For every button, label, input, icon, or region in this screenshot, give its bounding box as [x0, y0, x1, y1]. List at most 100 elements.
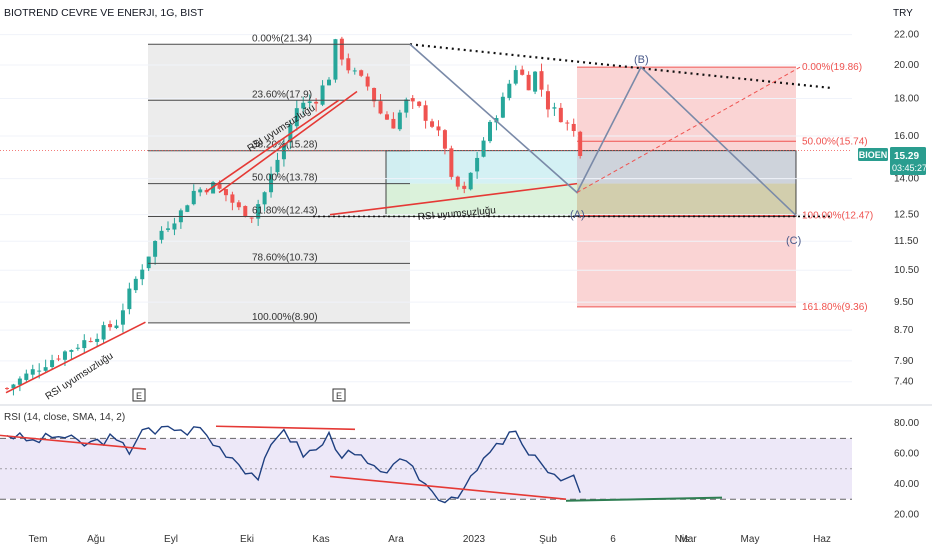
rsi-line: [6, 425, 581, 504]
candle-body: [11, 384, 16, 389]
candle-body: [88, 341, 93, 343]
wave-label-b: (B): [634, 54, 649, 66]
candle-body: [62, 351, 67, 360]
candle-body: [256, 204, 261, 219]
candle-body: [30, 369, 35, 375]
candle-body: [442, 130, 447, 149]
fib-extension-label: 100.00%(12.47): [802, 210, 873, 221]
candle-body: [359, 70, 364, 76]
candle-body: [397, 112, 402, 130]
candle-body: [430, 121, 435, 127]
fib-extension-label: 161.80%(9.36): [802, 302, 868, 313]
price-axis-tick: 10.50: [894, 265, 919, 276]
gridlines: [0, 34, 852, 383]
rsi-divergence-4: [565, 496, 723, 502]
candle-body: [507, 83, 512, 98]
extension-diagonal: [576, 66, 801, 193]
candle-body: [24, 373, 29, 380]
time-axis-tick: Kas: [312, 534, 329, 545]
candle-body: [301, 102, 306, 109]
drawing-overlays: 0.00%(21.34)23.60%(17.9)38.20%(15.28)50.…: [0, 33, 873, 403]
time-axis-tick: Ara: [388, 534, 404, 545]
price-axis-tick: 7.90: [894, 356, 914, 367]
candle-body: [449, 148, 454, 177]
candle-body: [565, 122, 570, 124]
candle-body: [526, 74, 531, 91]
candle-body: [339, 38, 344, 60]
candle-body: [475, 157, 480, 172]
time-axis-tick: 2023: [463, 534, 486, 545]
candle-body: [533, 71, 538, 92]
price-axis-tick: 9.50: [894, 297, 914, 308]
rsi-axis-tick: 80.00: [894, 418, 919, 429]
candle-body: [571, 123, 576, 132]
time-axis-tick: Eyl: [164, 534, 178, 545]
candle-body: [269, 173, 274, 193]
candle-body: [417, 101, 422, 106]
price-axis-tick: 11.50: [894, 236, 919, 247]
candle-body: [120, 310, 125, 325]
candle-body: [320, 85, 325, 105]
event-marker-label: E: [336, 391, 342, 401]
symbol-badge-bg: [858, 148, 888, 161]
candle-body: [500, 96, 505, 118]
time-axis-tick: 6: [610, 534, 616, 545]
rsi-axis-tick: 40.00: [894, 479, 919, 490]
candle-body: [455, 176, 460, 187]
candle-body: [17, 378, 22, 385]
candlestick-series: [5, 36, 583, 396]
zone-overlap-lower: [577, 183, 796, 217]
wave-label-a: (A): [570, 209, 585, 221]
rsi-title: RSI (14, close, SMA, 14, 2): [4, 412, 125, 423]
time-axis-tick: May: [741, 534, 760, 545]
time-axis-tick: Şub: [539, 534, 557, 545]
fib-retracement-label: 78.60%(10.73): [252, 252, 318, 263]
price-badge-bg: [890, 147, 926, 175]
divergence-line-2a: [206, 99, 340, 193]
candle-body: [404, 99, 409, 113]
fib-retracement-label: 100.00%(8.90): [252, 312, 318, 323]
candle-body: [191, 190, 196, 205]
candle-body: [436, 126, 441, 131]
candle-body: [281, 144, 286, 160]
candle-body: [198, 189, 203, 193]
currency-label: TRY: [893, 8, 913, 19]
price-axis-tick: 20.00: [894, 60, 919, 71]
candle-body: [384, 114, 389, 120]
price-axis-tick: 14.00: [894, 174, 919, 185]
candle-body: [262, 192, 267, 205]
divergence-label-1: RSI uyumsuzluğu: [44, 351, 116, 403]
price-axis-tick: 12.50: [894, 210, 919, 221]
event-marker-label: E: [136, 391, 142, 401]
candle-body: [468, 172, 473, 190]
candle-body: [307, 101, 312, 103]
symbol-badge-label: BIOEN: [859, 150, 888, 160]
candle-body: [185, 205, 190, 212]
time-axis-tick: Nis: [675, 534, 689, 545]
rsi-axis-tick: 20.00: [894, 509, 919, 520]
price-axis-tick: 8.70: [894, 325, 914, 336]
candle-body: [558, 107, 563, 123]
wave-label-c: (C): [786, 235, 801, 247]
candle-body: [114, 325, 119, 329]
candle-body: [82, 340, 87, 349]
candle-body: [513, 70, 518, 84]
candle-body: [352, 70, 357, 72]
candle-body: [217, 183, 222, 189]
candle-body: [101, 325, 106, 340]
candle-body: [95, 338, 100, 342]
candle-body: [462, 185, 467, 189]
candle-body: [37, 370, 42, 372]
candle-body: [539, 71, 544, 90]
divergence-line-3: [329, 182, 578, 216]
rsi-pane: RSI (14, close, SMA, 14, 2): [0, 404, 932, 504]
fib-extension-label: 50.00%(15.74): [802, 136, 868, 147]
bar-countdown: 03:45:27: [892, 163, 927, 173]
price-axis-tick: 16.00: [894, 131, 919, 142]
candle-body: [153, 240, 158, 257]
fib-retracement-label: 61.80%(12.43): [252, 205, 318, 216]
candle-body: [372, 87, 377, 102]
fib-retracement-label: 0.00%(21.34): [252, 33, 312, 44]
